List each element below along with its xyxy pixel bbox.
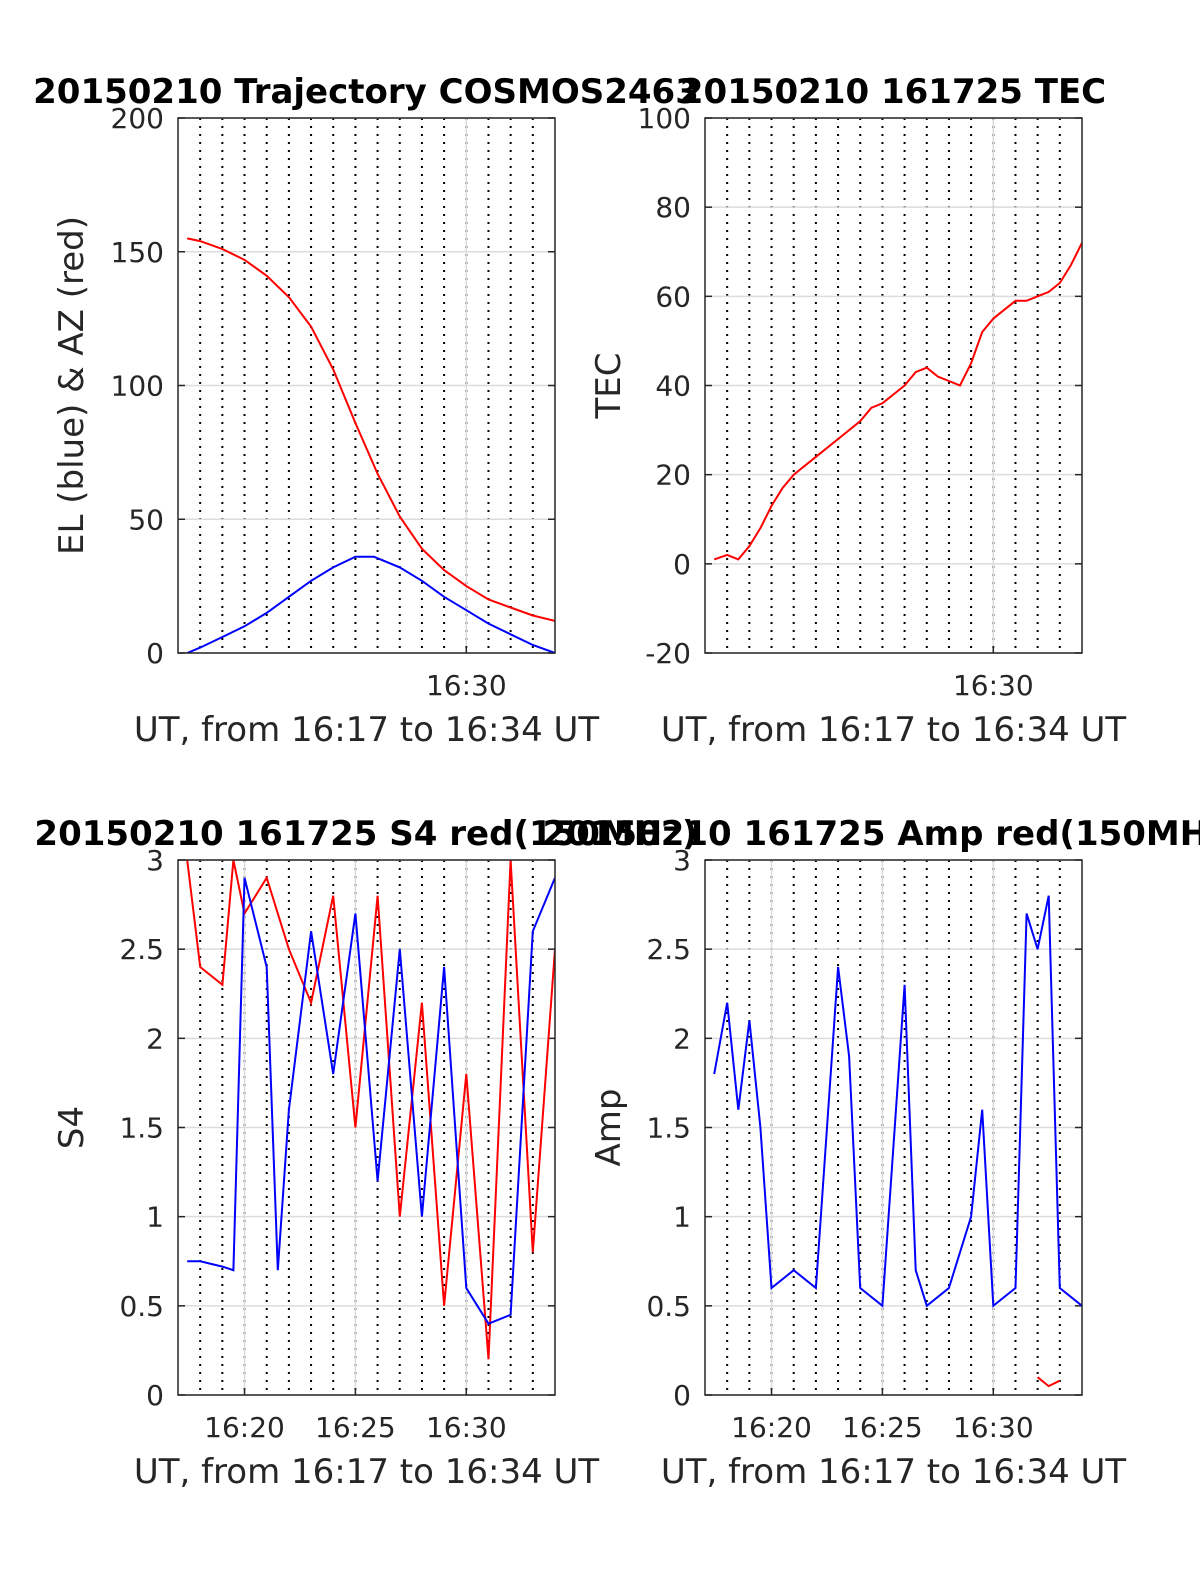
chart-2: -20 0 20 40 60 80 100 16:30 20150210 161725 TEC U… <box>589 72 1126 750</box>
series-line-1 <box>1036 1376 1061 1388</box>
y-tick-label: 2.5 <box>119 933 164 966</box>
y-axis-label: EL (blue) & AZ (red) <box>52 216 92 555</box>
x-axis-label: UT, from 16:17 to 16:34 UT <box>661 710 1127 750</box>
x-tick-label: 16:20 <box>204 1411 285 1444</box>
y-tick-label: 1.5 <box>646 1112 691 1145</box>
y-tick-label: 200 <box>111 102 164 135</box>
y-tick-label: 50 <box>128 503 164 536</box>
y-tick-label: -20 <box>645 637 691 670</box>
y-tick-label: 0.5 <box>119 1290 164 1323</box>
series-line-1 <box>186 555 555 653</box>
y-tick-label: 1 <box>673 1201 691 1234</box>
axes-box <box>704 117 1083 654</box>
series-line-2 <box>186 237 555 622</box>
y-tick-label: 80 <box>655 191 691 224</box>
series-line-1 <box>186 860 555 1360</box>
x-tick-label: 16:30 <box>953 1411 1034 1444</box>
chart-title: 20150210 Trajectory COSMOS2463 <box>33 72 699 112</box>
y-tick-label: 0 <box>673 1379 691 1412</box>
y-tick-label: 1.5 <box>119 1112 164 1145</box>
chart-title: 20150210 161725 S4 red(150MHz) <box>34 814 697 854</box>
x-tick-label: 16:30 <box>426 669 507 702</box>
chart-3: 0 0.5 1 1.5 2 2.5 3 16:20 16:25 16:30 20150210 161… <box>34 814 697 1492</box>
x-tick-label: 16:25 <box>315 1411 396 1444</box>
series-line-2 <box>713 895 1082 1308</box>
x-tick-label: 16:30 <box>953 669 1034 702</box>
y-tick-label: 150 <box>111 236 164 269</box>
series-line-2 <box>187 877 555 1325</box>
y-tick-label: 2 <box>673 1022 691 1055</box>
y-tick-label: 1 <box>146 1201 164 1234</box>
y-tick-label: 2.5 <box>646 933 691 966</box>
y-tick-label: 0 <box>146 637 164 670</box>
chart-title: 20150210 161725 TEC <box>680 72 1106 112</box>
y-tick-label: 0 <box>146 1379 164 1412</box>
y-tick-label: 100 <box>638 102 691 135</box>
y-tick-label: 0.5 <box>646 1290 691 1323</box>
chart-title: 20150210 161725 Amp red(150MHz) <box>542 814 1200 854</box>
x-axis-label: UT, from 16:17 to 16:34 UT <box>661 1452 1127 1492</box>
y-tick-label: 40 <box>655 370 691 403</box>
axes-box <box>704 859 1083 1396</box>
y-tick-label: 60 <box>655 280 691 313</box>
x-tick-label: 16:30 <box>426 1411 507 1444</box>
axes-box <box>177 859 556 1396</box>
x-tick-label: 16:20 <box>731 1411 812 1444</box>
y-tick-label: 2 <box>146 1022 164 1055</box>
y-axis-label: S4 <box>52 1106 92 1149</box>
series-line-1 <box>713 242 1082 561</box>
y-tick-label: 100 <box>111 370 164 403</box>
y-tick-label: 3 <box>673 844 691 877</box>
y-tick-label: 0 <box>673 548 691 581</box>
y-axis-label: TEC <box>589 353 629 420</box>
y-axis-label: Amp <box>589 1089 629 1167</box>
chart-4: 0 0.5 1 1.5 2 2.5 3 16:20 16:25 16:30 20150210 161… <box>542 814 1200 1492</box>
y-tick-label: 20 <box>655 459 691 492</box>
y-tick-label: 3 <box>146 844 164 877</box>
x-tick-label: 16:25 <box>842 1411 923 1444</box>
x-axis-label: UT, from 16:17 to 16:34 UT <box>134 710 600 750</box>
x-axis-label: UT, from 16:17 to 16:34 UT <box>134 1452 600 1492</box>
axes-box <box>177 117 556 654</box>
